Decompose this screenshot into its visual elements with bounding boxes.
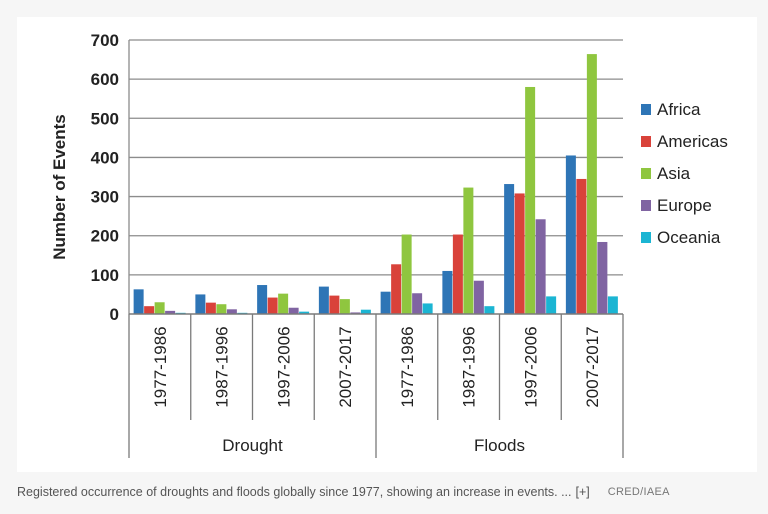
bar-africa-7 bbox=[565, 155, 576, 314]
x-tick-label: 1987-1996 bbox=[213, 326, 232, 407]
bar-asia-7 bbox=[586, 54, 597, 314]
bar-americas-7 bbox=[576, 178, 587, 314]
caption-bar: Registered occurrence of droughts and fl… bbox=[17, 478, 757, 506]
bar-europe-4 bbox=[412, 293, 423, 314]
bar-oceania-4 bbox=[422, 303, 433, 314]
y-tick-label: 0 bbox=[110, 305, 119, 324]
bar-oceania-5 bbox=[484, 306, 495, 314]
bar-africa-4 bbox=[380, 291, 391, 314]
x-tick-label: 1987-1996 bbox=[460, 326, 479, 407]
bars bbox=[133, 54, 618, 314]
bar-americas-0 bbox=[144, 306, 155, 314]
y-tick-label: 300 bbox=[91, 188, 119, 207]
x-tick-label: 2007-2017 bbox=[583, 326, 602, 407]
legend-swatch-oceania bbox=[641, 232, 651, 243]
bar-americas-6 bbox=[514, 193, 525, 314]
y-tick-label: 600 bbox=[91, 70, 119, 89]
bar-europe-2 bbox=[288, 307, 299, 314]
y-tick-label: 100 bbox=[91, 266, 119, 285]
image-credit: CRED/IAEA bbox=[607, 486, 670, 498]
legend: Africa Americas Asia Europe Oceania bbox=[641, 100, 728, 247]
y-tick-label: 700 bbox=[91, 31, 119, 50]
gridlines bbox=[129, 39, 623, 276]
legend-swatch-asia bbox=[641, 168, 651, 179]
bar-africa-2 bbox=[257, 285, 268, 314]
x-tick-label: 1977-1986 bbox=[151, 326, 170, 407]
x-tick-label: 2007-2017 bbox=[336, 326, 355, 407]
bar-oceania-2 bbox=[299, 311, 310, 314]
axes: 0 100 200 300 400 500 600 700 Number of Events 19… bbox=[50, 31, 624, 458]
legend-label-asia: Asia bbox=[657, 164, 691, 183]
figure-caption: Registered occurrence of droughts and fl… bbox=[17, 485, 572, 499]
group-label: Drought bbox=[222, 436, 283, 455]
chart-figure: 0 100 200 300 400 500 600 700 Number of Events 19… bbox=[17, 17, 757, 472]
x-tick-label: 1997-2006 bbox=[274, 326, 293, 407]
y-tick-label: 200 bbox=[91, 227, 119, 246]
bar-asia-2 bbox=[278, 293, 289, 314]
bar-europe-1 bbox=[226, 309, 237, 314]
bar-oceania-7 bbox=[607, 296, 618, 314]
y-tick-label: 500 bbox=[91, 109, 119, 128]
bar-asia-3 bbox=[339, 299, 350, 314]
bar-africa-1 bbox=[195, 294, 206, 314]
bar-americas-1 bbox=[205, 302, 216, 314]
legend-swatch-americas bbox=[641, 136, 651, 147]
bar-americas-2 bbox=[267, 297, 278, 314]
bar-europe-0 bbox=[165, 310, 176, 314]
bar-europe-5 bbox=[473, 280, 484, 314]
expand-caption-link[interactable]: [+] bbox=[575, 485, 590, 499]
bar-asia-4 bbox=[401, 234, 412, 314]
bar-africa-6 bbox=[504, 184, 515, 314]
bar-africa-3 bbox=[318, 286, 329, 314]
bar-americas-4 bbox=[391, 264, 402, 314]
legend-swatch-africa bbox=[641, 104, 651, 115]
legend-label-africa: Africa bbox=[657, 100, 701, 119]
group-label: Floods bbox=[474, 436, 525, 455]
bar-asia-5 bbox=[463, 187, 474, 314]
bar-asia-0 bbox=[154, 302, 165, 314]
y-axis-label: Number of Events bbox=[50, 114, 69, 259]
legend-label-americas: Americas bbox=[657, 132, 728, 151]
x-tick-label: 1997-2006 bbox=[521, 326, 540, 407]
bar-africa-0 bbox=[133, 289, 144, 314]
bar-americas-3 bbox=[329, 295, 340, 314]
bar-americas-5 bbox=[452, 234, 463, 314]
grouped-bar-chart: 0 100 200 300 400 500 600 700 Number of Events 19… bbox=[50, 31, 728, 458]
bar-europe-6 bbox=[535, 219, 546, 314]
x-tick-label: 1977-1986 bbox=[398, 326, 417, 407]
legend-swatch-europe bbox=[641, 200, 651, 211]
legend-label-oceania: Oceania bbox=[657, 228, 721, 247]
y-tick-label: 400 bbox=[91, 148, 119, 167]
legend-label-europe: Europe bbox=[657, 196, 712, 215]
bar-europe-7 bbox=[597, 241, 608, 314]
bar-oceania-3 bbox=[360, 309, 371, 314]
bar-asia-6 bbox=[525, 86, 536, 314]
bar-asia-1 bbox=[216, 304, 227, 314]
bar-africa-5 bbox=[442, 270, 453, 314]
bar-oceania-6 bbox=[546, 296, 557, 314]
